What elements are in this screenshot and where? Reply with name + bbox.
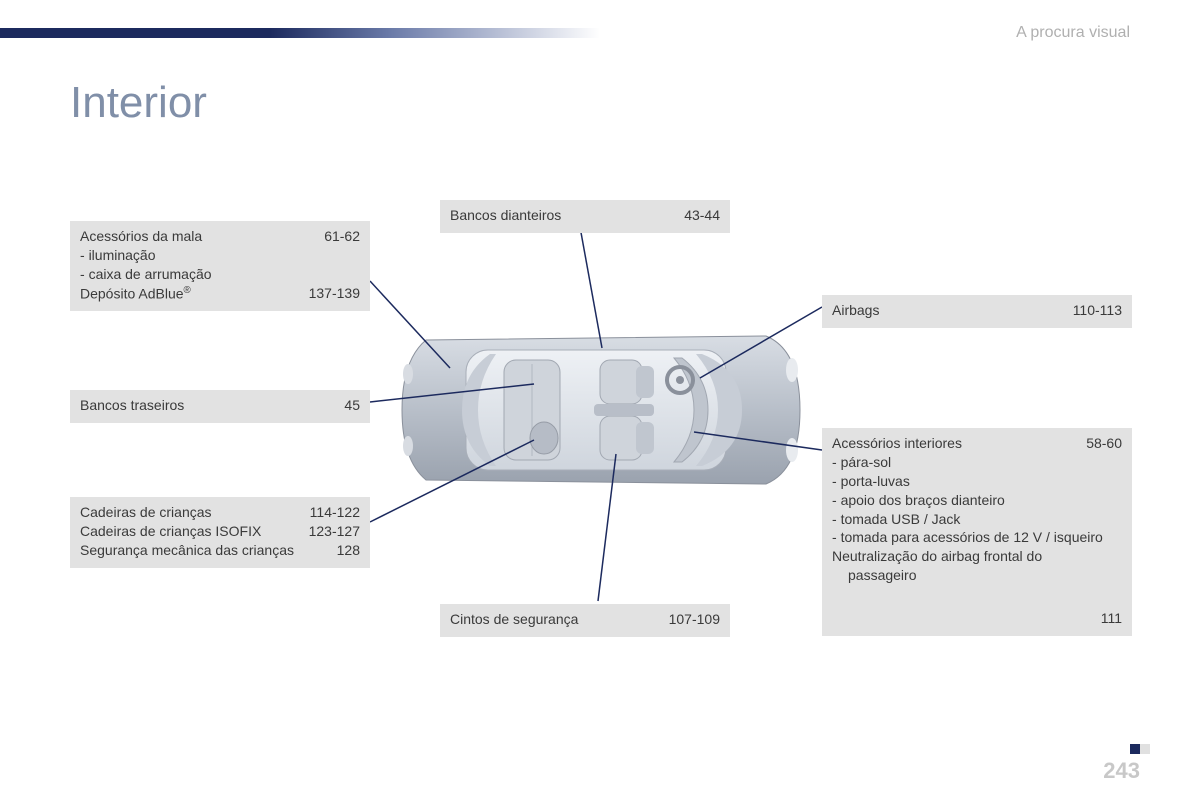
callout-seat-belts: Cintos de segurança 107-109 (440, 604, 730, 637)
callout-label: Neutralização do airbag frontal dopassag… (832, 547, 1122, 585)
callout-row: Segurança mecânica das crianças 128 (80, 541, 360, 560)
callout-row: Bancos dianteiros 43-44 (450, 206, 720, 225)
footer-marker-dark (1130, 744, 1140, 754)
callout-pages: 111 (1101, 609, 1122, 628)
callout-rear-seats: Bancos traseiros 45 (70, 390, 370, 423)
callout-airbags: Airbags 110-113 (822, 295, 1132, 328)
callout-row: Neutralização do airbag frontal dopassag… (832, 547, 1122, 628)
callout-subitem: caixa de arrumação (80, 265, 360, 284)
callout-row: Acessórios interiores 58-60 (832, 434, 1122, 453)
callout-subitem: tomada USB / Jack (832, 510, 1122, 529)
callout-label: Segurança mecânica das crianças (80, 541, 313, 560)
callout-row: Cintos de segurança 107-109 (450, 610, 720, 629)
callout-row: Bancos traseiros 45 (80, 396, 360, 415)
callout-label: Acessórios interiores (832, 434, 1062, 453)
callout-subitem: porta-luvas (832, 472, 1122, 491)
callout-row: Airbags 110-113 (832, 301, 1122, 320)
callout-label: Acessórios da mala (80, 227, 300, 246)
callout-pages: 137-139 (309, 284, 360, 304)
callout-front-seats: Bancos dianteiros 43-44 (440, 200, 730, 233)
callout-subitem: apoio dos braços dianteiro (832, 491, 1122, 510)
callout-row: Cadeiras de crianças ISOFIX 123-127 (80, 522, 360, 541)
callout-label: Bancos traseiros (80, 396, 320, 415)
callout-pages: 110-113 (1073, 301, 1122, 320)
page-title: Interior (70, 78, 207, 128)
callout-row: Acessórios da mala 61-62 (80, 227, 360, 246)
header-accent-bar (0, 28, 600, 38)
callout-pages: 123-127 (309, 522, 360, 541)
callout-pages: 128 (337, 541, 360, 560)
callout-subitem: pára-sol (832, 453, 1122, 472)
callout-row: Cadeiras de crianças 114-122 (80, 503, 360, 522)
section-label: A procura visual (1016, 24, 1130, 42)
callout-subitem: tomada para acessórios de 12 V / isqueir… (832, 528, 1122, 547)
car-interior-illustration (396, 320, 806, 500)
callout-pages: 43-44 (684, 206, 720, 225)
callout-pages: 61-62 (324, 227, 360, 246)
callout-pages: 114-122 (310, 503, 360, 522)
page-number: 243 (1103, 758, 1140, 784)
callout-pages: 107-109 (669, 610, 720, 629)
callout-label: Depósito AdBlue® (80, 284, 285, 304)
callout-label: Cintos de segurança (450, 610, 645, 629)
callout-pages: 58-60 (1086, 434, 1122, 453)
callout-pages: 45 (344, 396, 360, 415)
footer-marker-light (1140, 744, 1150, 754)
callout-row: Depósito AdBlue® 137-139 (80, 284, 360, 304)
callout-trunk-accessories: Acessórios da mala 61-62iluminaçãocaixa d… (70, 221, 370, 311)
callout-interior-accessories: Acessórios interiores 58-60pára-solporta-… (822, 428, 1132, 636)
callout-subitem: iluminação (80, 246, 360, 265)
callout-child-seats: Cadeiras de crianças114-122Cadeiras de c… (70, 497, 370, 568)
callout-label: Airbags (832, 301, 1049, 320)
callout-label: Bancos dianteiros (450, 206, 660, 225)
callout-label: Cadeiras de crianças ISOFIX (80, 522, 285, 541)
callout-label: Cadeiras de crianças (80, 503, 286, 522)
